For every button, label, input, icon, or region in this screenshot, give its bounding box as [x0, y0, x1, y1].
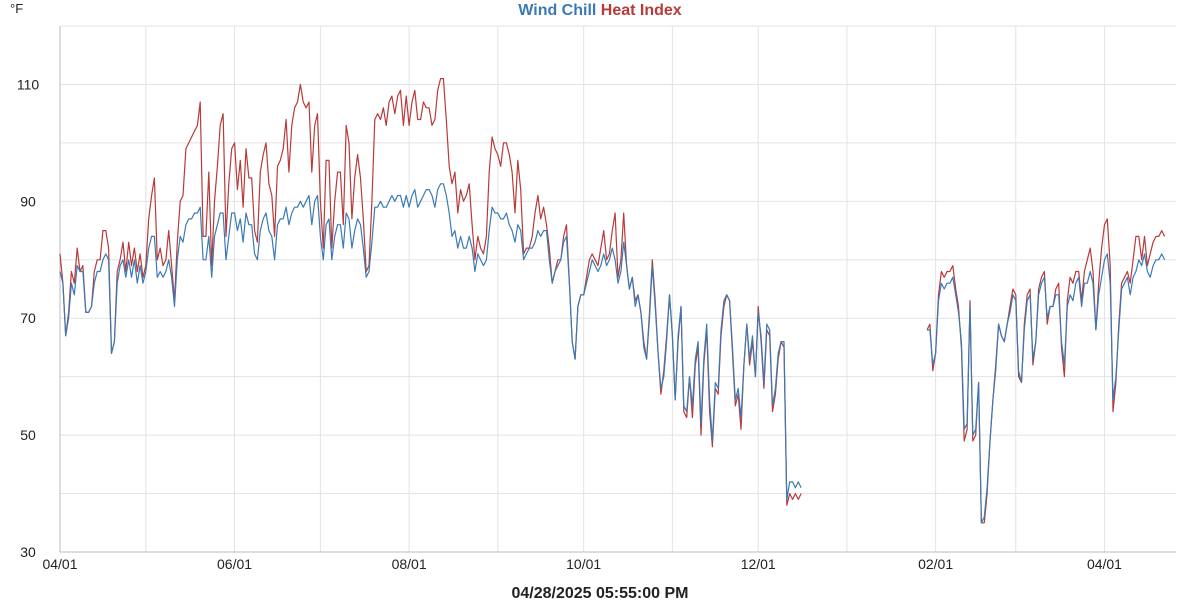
chart-series [59, 78, 1166, 524]
series-line-wind-chill-0 [59, 183, 802, 500]
y-axis-unit: °F [10, 1, 23, 16]
chart-grid [59, 25, 1176, 553]
chart-axes [59, 26, 1176, 553]
y-tick-label-4: 110 [17, 76, 40, 92]
title-wind-chill: Wind Chill [518, 2, 596, 19]
x-tick-label-3: 10/01 [566, 556, 601, 572]
x-tick-label-0: 04/01 [42, 556, 77, 572]
chart-title: Wind Chill Heat Index [518, 2, 682, 19]
x-tick-label-1: 06/01 [217, 556, 252, 572]
x-tick-label-5: 02/01 [918, 556, 953, 572]
timestamp-footer: 04/28/2025 05:55:00 PM [511, 585, 688, 600]
x-tick-label-2: 08/01 [392, 556, 427, 572]
y-tick-label-1: 50 [20, 427, 36, 443]
title-heat-index: Heat Index [596, 2, 681, 19]
series-line-wind-chill-1 [927, 253, 1166, 524]
x-tick-label-4: 12/01 [741, 556, 776, 572]
y-tick-label-0: 30 [20, 544, 36, 560]
y-tick-label-2: 70 [20, 310, 36, 326]
y-tick-label-3: 90 [20, 193, 36, 209]
chart-tick-labels: 30 50 70 90 110 04/01 06/01 08/01 10/01 12/01 02/0… [17, 76, 1122, 572]
x-tick-label-6: 04/01 [1087, 556, 1122, 572]
